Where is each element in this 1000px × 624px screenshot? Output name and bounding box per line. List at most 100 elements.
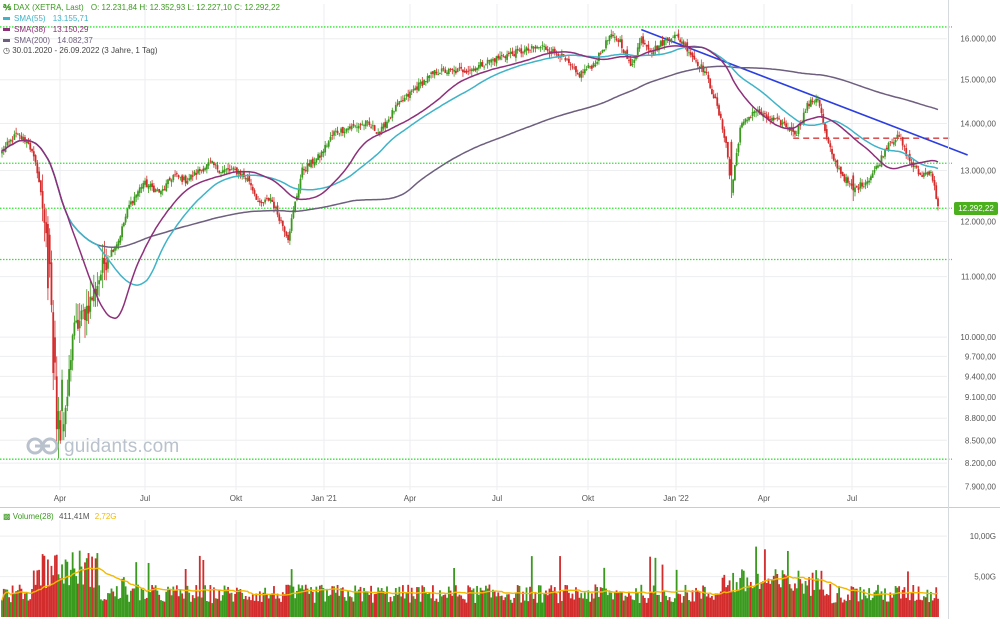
volume-bar: [658, 594, 660, 617]
candle-body: [472, 68, 475, 71]
candle-body: [334, 130, 337, 132]
volume-bar: [585, 598, 588, 617]
candle-body: [783, 121, 786, 124]
volume-bar: [255, 593, 258, 617]
volume-bar: [303, 589, 305, 617]
volume-bar: [283, 594, 286, 617]
volume-bar: [603, 567, 606, 617]
candle-body: [251, 186, 254, 191]
volume-bar: [371, 602, 374, 617]
candle-body: [857, 187, 860, 190]
legend-volume[interactable]: ▩ Volume(28) 411,41M 2,72G: [3, 512, 117, 522]
candle-body: [190, 174, 192, 180]
volume-bar: [13, 593, 16, 617]
candle-body: [197, 169, 199, 174]
volume-bar: [797, 570, 800, 617]
x-tick-label: Jan '21: [311, 494, 337, 503]
legend-sma200[interactable]: SMA(200) 14.082,37: [3, 36, 93, 46]
candle-body: [336, 130, 339, 134]
candle-body: [71, 335, 74, 361]
candle-body: [409, 91, 411, 98]
volume-bar: [315, 586, 318, 617]
candle-body: [696, 61, 699, 66]
x-tick-label: Apr: [404, 494, 417, 503]
volume-bar: [269, 594, 272, 617]
candle-body: [209, 160, 212, 162]
candle-body: [437, 73, 440, 76]
volume-bar: [620, 592, 623, 617]
volume-bar: [567, 592, 570, 617]
candle-body: [371, 125, 374, 127]
volume-bar: [426, 594, 429, 617]
candle-body: [921, 175, 924, 177]
volume-grid: [0, 535, 947, 578]
volume-bar: [758, 588, 761, 617]
candle-body: [878, 165, 881, 166]
volume-bar: [695, 587, 697, 617]
candle-body: [642, 36, 644, 44]
volume-bar: [852, 587, 855, 617]
volume-bar: [488, 584, 491, 617]
volume-bar: [937, 598, 939, 617]
volume-bar: [734, 592, 736, 617]
candle-body: [628, 60, 630, 61]
volume-bar: [896, 587, 899, 617]
volume-bar: [77, 583, 79, 617]
legend-sma38[interactable]: SMA(38) 13.150,29: [3, 25, 88, 35]
candle-body: [891, 142, 893, 144]
volume-bar: [882, 599, 885, 617]
candle-body: [447, 68, 450, 74]
volume-bar: [771, 579, 773, 617]
candle-body: [794, 130, 796, 135]
volume-bar: [638, 602, 641, 617]
volume-bar: [276, 593, 279, 617]
candle-body: [417, 82, 420, 91]
candle-body: [87, 305, 90, 314]
candle-body: [221, 170, 224, 174]
candle-body: [432, 71, 434, 74]
candle-body: [569, 63, 572, 66]
candle-body: [105, 262, 108, 271]
volume-bar: [80, 566, 83, 617]
volume-bar: [832, 602, 835, 617]
candle-body: [917, 169, 920, 175]
volume-bar: [326, 588, 328, 617]
candle-body: [817, 98, 819, 101]
x-tick-label: Jul: [847, 494, 857, 503]
candle-body: [131, 201, 134, 204]
candle-body: [317, 154, 320, 160]
volume-bar: [756, 573, 759, 617]
volume-bar: [785, 575, 788, 617]
volume-bar: [709, 597, 712, 617]
volume-bar: [470, 590, 473, 617]
sma55-swatch: [3, 17, 10, 21]
volume-bar: [511, 602, 514, 617]
candle-body: [396, 103, 399, 105]
candle-body: [22, 136, 25, 140]
volume-bar: [601, 587, 604, 617]
volume-bar: [917, 586, 920, 617]
candle-body: [322, 151, 325, 154]
volume-bar: [670, 601, 673, 617]
candle-body: [175, 173, 178, 175]
volume-bar: [271, 593, 274, 617]
volume-bar: [479, 587, 482, 617]
candle-body: [235, 167, 238, 175]
volume-bar: [401, 585, 404, 617]
candle-body: [331, 135, 334, 136]
candle-body: [184, 175, 187, 184]
candle-body: [52, 312, 55, 373]
volume-bar: [477, 594, 480, 617]
candle-body: [772, 117, 775, 121]
volume-bar: [25, 591, 28, 617]
volume-bar: [47, 559, 49, 617]
candle-body: [739, 127, 742, 143]
candle-body: [283, 226, 286, 233]
volume-bar: [507, 594, 510, 617]
volume-bar: [845, 600, 848, 617]
legend-sma55[interactable]: SMA(55) 13.155,71: [3, 14, 88, 24]
volume-tick-label: 10,00G: [970, 532, 996, 541]
volume-bar: [260, 601, 263, 617]
candle-body: [689, 52, 692, 55]
